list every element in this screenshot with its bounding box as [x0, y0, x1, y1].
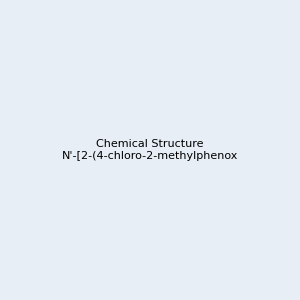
Text: Chemical Structure
N'-[2-(4-chloro-2-methylphenox: Chemical Structure N'-[2-(4-chloro-2-met… [62, 139, 238, 161]
